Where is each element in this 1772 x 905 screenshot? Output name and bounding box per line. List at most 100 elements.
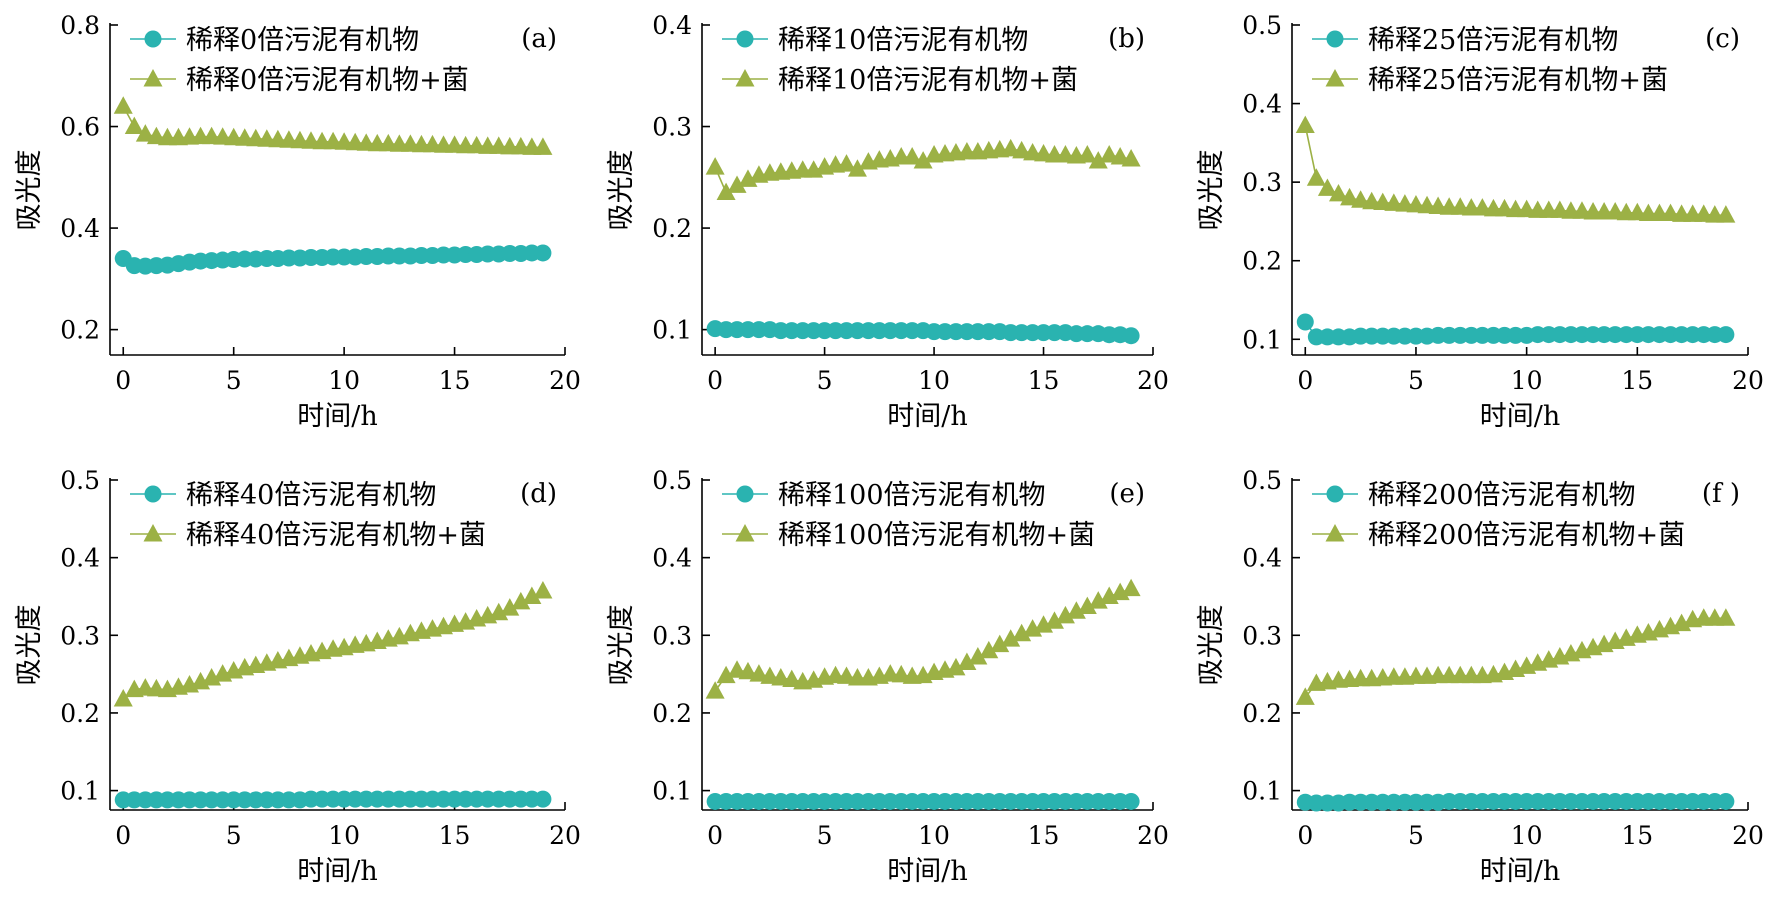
panel-label: (d)	[520, 479, 557, 509]
panel-4: 0.1 0.2 0.3 0.4 0.5 0 5 10 15 20 时间/h 吸光度 稀释40倍污泥有机物…	[14, 466, 581, 887]
data-point	[135, 124, 155, 142]
data-point	[1351, 190, 1371, 208]
y-tick-label: 0.1	[652, 316, 692, 345]
x-axis-title: 时间/h	[1480, 401, 1561, 432]
data-point	[782, 669, 802, 688]
data-point	[534, 244, 552, 262]
x-tick-label: 15	[1028, 366, 1060, 395]
y-tick-label: 0.2	[60, 699, 100, 728]
data-point	[1717, 792, 1735, 810]
x-tick-label: 0	[115, 821, 131, 850]
panel-2: 0.1 0.2 0.3 0.4 0 5 10 15 20 时间/h 吸光度 稀释10倍污泥有机物稀释1…	[606, 11, 1169, 432]
x-tick-label: 10	[918, 821, 950, 850]
legend-label: 稀释10倍污泥有机物+菌	[778, 65, 1078, 96]
series-organic-bacteria	[705, 138, 1141, 201]
panel-6: 0.1 0.2 0.3 0.4 0.5 0 5 10 15 20 时间/h 吸光度 稀释200倍污泥有机…	[1196, 466, 1764, 887]
legend-marker	[735, 69, 755, 87]
data-point	[1066, 601, 1086, 619]
x-tick-label: 0	[115, 366, 131, 395]
y-tick-label: 0.3	[652, 113, 692, 142]
legend-marker	[1325, 524, 1345, 542]
legend-marker	[736, 485, 754, 503]
x-axis-title: 时间/h	[1480, 856, 1561, 887]
x-tick-label: 10	[328, 821, 360, 850]
data-point	[836, 154, 856, 172]
data-point	[968, 647, 988, 665]
y-tick-label: 0.2	[652, 699, 692, 728]
x-tick-label: 15	[439, 821, 471, 850]
panel-3: 0.1 0.2 0.3 0.4 0.5 0 5 10 15 20 时间/h 吸光度 稀释25倍污泥有机物…	[1196, 11, 1764, 432]
data-point	[1716, 608, 1736, 626]
y-tick-label: 0.1	[652, 777, 692, 806]
x-tick-label: 0	[1297, 821, 1313, 850]
y-tick-label: 0.2	[60, 316, 100, 345]
y-axis-title: 吸光度	[606, 150, 637, 231]
x-tick-label: 5	[226, 366, 242, 395]
x-tick-label: 0	[707, 366, 723, 395]
x-tick-label: 5	[1408, 366, 1424, 395]
data-point	[1295, 115, 1315, 134]
data-point	[727, 175, 747, 193]
legend-label: 稀释25倍污泥有机物+菌	[1368, 65, 1668, 96]
data-point	[124, 116, 144, 135]
data-point	[1044, 611, 1064, 629]
data-point	[1717, 326, 1735, 344]
series-organic	[706, 320, 1140, 345]
data-point	[511, 591, 531, 610]
data-point	[913, 151, 933, 169]
series-organic-bacteria	[113, 581, 553, 707]
legend-label: 稀释200倍污泥有机物	[1368, 480, 1636, 511]
y-tick-label: 0.5	[652, 466, 692, 495]
series-organic-bacteria	[705, 578, 1141, 699]
panel-label: (f )	[1702, 479, 1740, 509]
data-point	[716, 182, 736, 201]
data-point	[1340, 187, 1360, 206]
series-organic-bacteria	[1295, 608, 1736, 705]
x-tick-label: 15	[439, 366, 471, 395]
data-point	[847, 159, 867, 177]
legend-label: 稀释25倍污泥有机物	[1368, 25, 1618, 56]
series-organic	[706, 792, 1140, 810]
y-tick-label: 0.5	[1242, 466, 1282, 495]
x-tick-label: 10	[1511, 821, 1543, 850]
y-tick-label: 0.1	[60, 777, 100, 806]
legend-marker	[143, 524, 163, 542]
x-tick-label: 20	[1137, 821, 1169, 850]
y-tick-label: 0.1	[1242, 777, 1282, 806]
data-point	[1306, 168, 1326, 186]
y-tick-label: 0.2	[652, 214, 692, 243]
data-point	[990, 634, 1010, 653]
x-tick-label: 0	[1297, 366, 1313, 395]
legend-label: 稀释10倍污泥有机物	[778, 25, 1028, 56]
series-organic	[114, 244, 552, 275]
data-point	[500, 598, 520, 616]
legend-label: 稀释0倍污泥有机物	[186, 25, 419, 56]
x-tick-label: 20	[1137, 366, 1169, 395]
x-axis-title: 时间/h	[887, 856, 968, 887]
panel-label: (c)	[1705, 24, 1740, 54]
y-tick-label: 0.2	[1242, 247, 1282, 276]
x-tick-label: 10	[1511, 366, 1543, 395]
y-tick-label: 0.4	[1242, 90, 1282, 119]
legend-label: 稀释0倍污泥有机物+菌	[186, 65, 469, 96]
y-tick-label: 0.4	[1242, 544, 1282, 573]
data-point	[522, 586, 542, 604]
y-tick-label: 0.4	[652, 544, 692, 573]
data-point	[1012, 140, 1032, 159]
legend-label: 稀释200倍污泥有机物+菌	[1368, 520, 1685, 551]
y-tick-label: 0.3	[1242, 621, 1282, 650]
data-point	[1122, 792, 1140, 810]
x-tick-label: 5	[817, 821, 833, 850]
data-point	[957, 652, 977, 670]
y-axis-title: 吸光度	[14, 605, 45, 686]
x-tick-label: 0	[707, 821, 723, 850]
data-point	[489, 602, 509, 621]
y-axis-title: 吸光度	[606, 605, 637, 686]
legend-label: 稀释100倍污泥有机物+菌	[778, 520, 1095, 551]
data-point	[1001, 629, 1021, 647]
legend-marker	[144, 30, 162, 48]
x-tick-label: 10	[328, 366, 360, 395]
